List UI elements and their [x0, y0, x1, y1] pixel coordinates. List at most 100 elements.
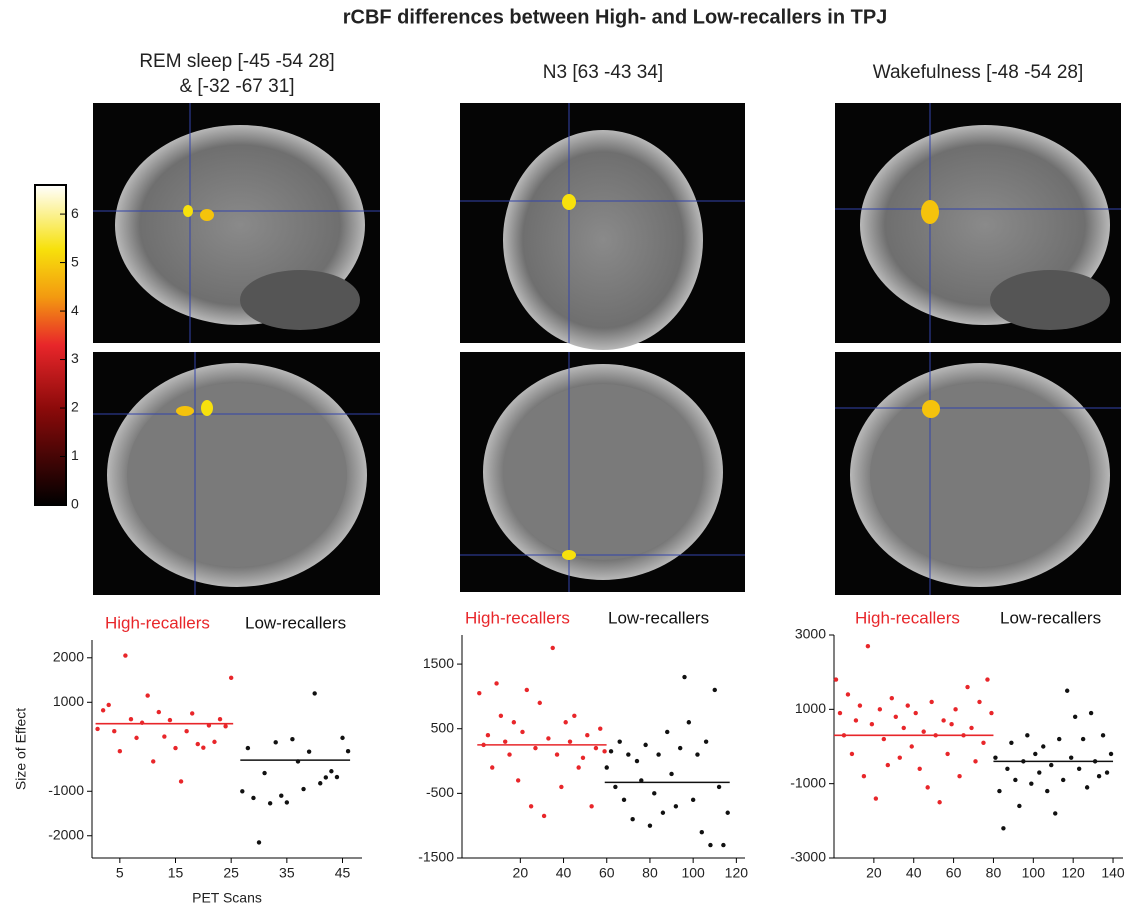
point: [898, 755, 902, 759]
point: [1061, 778, 1065, 782]
point: [507, 752, 511, 756]
x-tick-label: 15: [168, 865, 184, 881]
point: [713, 688, 717, 692]
point: [340, 736, 344, 740]
colorbar-tick-label: 5: [71, 253, 79, 269]
point: [512, 720, 516, 724]
y-tick-label: 3000: [795, 626, 826, 642]
colorbar-tick-label: 0: [71, 496, 79, 512]
x-tick-label: 35: [279, 865, 295, 881]
point: [643, 743, 647, 747]
point: [1077, 767, 1081, 771]
point: [945, 752, 949, 756]
y-tick-label: -500: [426, 784, 454, 800]
point: [1033, 752, 1037, 756]
point: [123, 653, 127, 657]
y-tick-label: -1000: [48, 782, 84, 798]
point: [145, 693, 149, 697]
point: [274, 740, 278, 744]
point: [151, 759, 155, 763]
point: [246, 746, 250, 750]
point: [973, 759, 977, 763]
point: [957, 774, 961, 778]
point: [1009, 741, 1013, 745]
point: [949, 722, 953, 726]
point: [639, 778, 643, 782]
x-tick-label: 120: [1061, 865, 1085, 881]
point: [318, 781, 322, 785]
point: [572, 714, 576, 718]
point: [700, 830, 704, 834]
point: [866, 644, 870, 648]
point: [1017, 804, 1021, 808]
point: [581, 756, 585, 760]
point: [190, 711, 194, 715]
point: [594, 746, 598, 750]
point: [307, 749, 311, 753]
point: [1085, 785, 1089, 789]
colorbar-tick-label: 3: [71, 350, 79, 366]
point: [678, 746, 682, 750]
point: [989, 711, 993, 715]
point: [906, 703, 910, 707]
point: [140, 721, 144, 725]
point: [674, 804, 678, 808]
x-tick-label: 60: [946, 865, 962, 881]
point: [721, 843, 725, 847]
x-tick-label: 20: [866, 865, 882, 881]
point: [1093, 759, 1097, 763]
point: [635, 759, 639, 763]
figure-title: rCBF differences between High- and Low-r…: [343, 6, 888, 28]
brain-images: [93, 103, 1121, 595]
point: [669, 772, 673, 776]
point: [229, 676, 233, 680]
point: [1073, 715, 1077, 719]
point: [929, 700, 933, 704]
point: [605, 765, 609, 769]
point: [602, 749, 606, 753]
x-tick-label: 40: [556, 865, 572, 881]
point: [613, 785, 617, 789]
point: [834, 677, 838, 681]
point: [503, 739, 507, 743]
point: [1081, 737, 1085, 741]
point: [656, 752, 660, 756]
point: [329, 769, 333, 773]
y-tick-label: 1000: [795, 700, 826, 716]
point: [533, 746, 537, 750]
x-tick-label: 20: [513, 865, 529, 881]
point: [494, 681, 498, 685]
point: [682, 675, 686, 679]
point: [218, 717, 222, 721]
point: [335, 775, 339, 779]
point: [878, 707, 882, 711]
legend-label: Low-recallers: [245, 613, 346, 632]
point: [965, 685, 969, 689]
point: [598, 727, 602, 731]
point: [568, 739, 572, 743]
point: [874, 796, 878, 800]
point: [134, 736, 138, 740]
figure: rCBF differences between High- and Low-r…: [0, 0, 1137, 911]
point: [477, 691, 481, 695]
point: [184, 729, 188, 733]
point: [324, 775, 328, 779]
point: [251, 796, 255, 800]
point: [1045, 789, 1049, 793]
point: [546, 736, 550, 740]
y-tick-label: 2000: [53, 648, 84, 664]
point: [1001, 826, 1005, 830]
point: [981, 741, 985, 745]
point: [902, 726, 906, 730]
point: [257, 840, 261, 844]
point: [112, 729, 116, 733]
point: [953, 707, 957, 711]
point: [346, 749, 350, 753]
point: [162, 734, 166, 738]
point: [850, 752, 854, 756]
point: [285, 800, 289, 804]
point: [312, 691, 316, 695]
point: [490, 765, 494, 769]
legend-label: High-recallers: [465, 608, 570, 627]
point: [481, 743, 485, 747]
